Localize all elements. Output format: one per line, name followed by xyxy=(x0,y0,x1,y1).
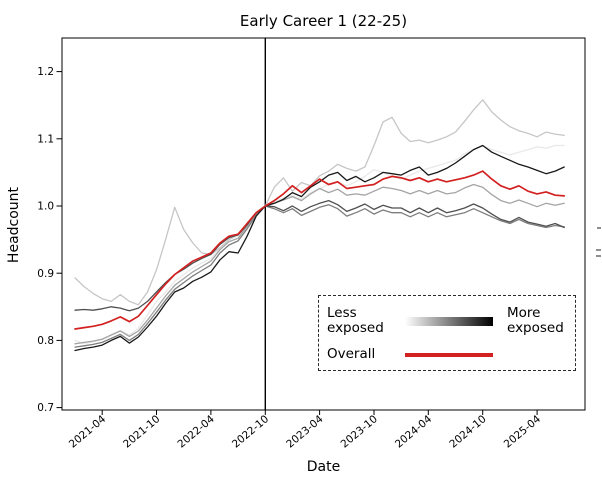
legend-gradient-row: Less exposed More exposed xyxy=(327,301,567,341)
x-tick-label: 2025-04 xyxy=(502,413,544,451)
plot-border xyxy=(61,37,586,411)
x-tick-label: 2021-10 xyxy=(121,413,162,450)
legend-more-exposed-label: More exposed xyxy=(507,304,564,336)
y-tick-label: 0.8 xyxy=(37,335,54,347)
x-tick-label: 2024-10 xyxy=(447,413,488,450)
legend: Less exposed More exposed Overall xyxy=(318,295,576,371)
series-exposure-level-5 xyxy=(74,199,565,312)
x-tick-label: 2021-04 xyxy=(67,413,109,451)
x-tick-label: 2024-04 xyxy=(393,413,435,451)
y-tick-label: 1.2 xyxy=(37,66,54,78)
chart-title: Early Career 1 (22-25) xyxy=(239,12,408,30)
overall-line-swatch xyxy=(405,353,493,357)
exposure-gradient-swatch xyxy=(405,316,493,326)
series-exposure-level-3 xyxy=(74,183,565,345)
y-tick-label: 1.1 xyxy=(37,133,54,145)
series-exposure-level-6-most-exposed xyxy=(74,144,565,352)
series-Overall xyxy=(74,170,566,330)
legend-less-exposed-label: Less exposed xyxy=(327,304,384,336)
x-tick-label: 2023-04 xyxy=(284,413,326,451)
x-axis-label: Date xyxy=(306,459,341,475)
legend-overall-row: Overall xyxy=(327,343,567,367)
x-tick-label: 2022-10 xyxy=(230,413,271,450)
x-tick-label: 2022-04 xyxy=(176,413,218,451)
y-tick-label: 0.7 xyxy=(37,402,54,414)
y-tick-label: 1.0 xyxy=(37,201,54,213)
legend-overall-label: Overall xyxy=(327,346,376,363)
series-exposure-level-4 xyxy=(74,204,565,348)
series-exposure-level-2 xyxy=(74,99,565,306)
x-tick-label: 2023-10 xyxy=(339,413,380,450)
y-tick-label: 0.9 xyxy=(37,268,54,280)
